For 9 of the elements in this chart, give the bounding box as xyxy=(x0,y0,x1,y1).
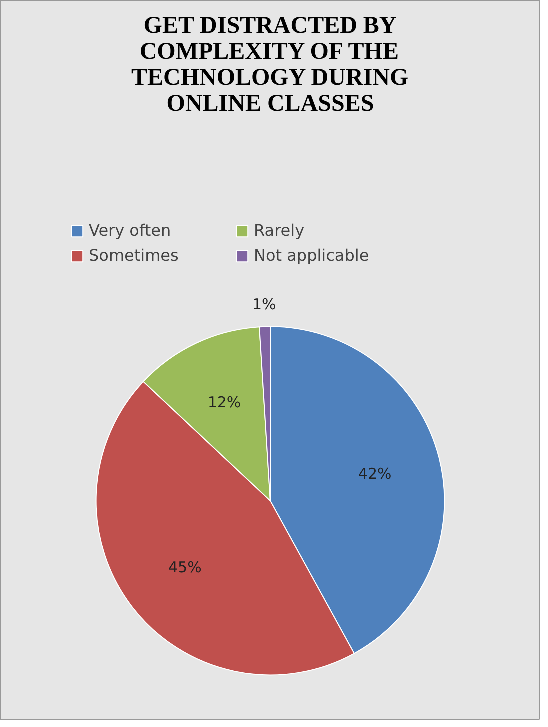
legend-label: Sometimes xyxy=(89,246,180,265)
data-label: 42% xyxy=(358,464,392,483)
legend-label: Very often xyxy=(89,221,172,240)
legend-label: Not applicable xyxy=(254,246,370,265)
chart-title: GET DISTRACTED BY COMPLEXITY OF THE TECHNOLOGY DURING ONLINE CLASSES xyxy=(131,12,409,117)
data-label: 45% xyxy=(168,558,202,577)
legend-label: Rarely xyxy=(254,221,306,240)
data-label: 1% xyxy=(252,295,276,314)
data-label: 12% xyxy=(208,393,242,412)
